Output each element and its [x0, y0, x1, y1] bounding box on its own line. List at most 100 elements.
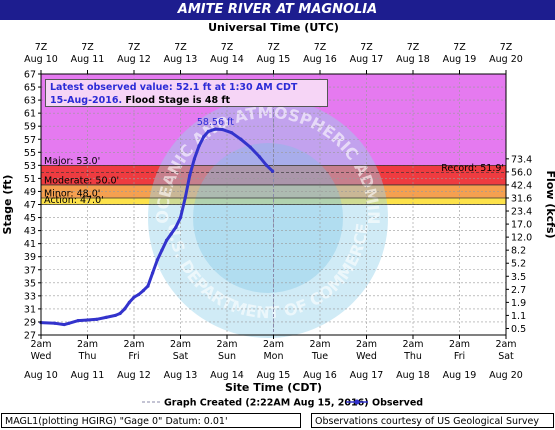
- left-tick-label: 29: [24, 317, 36, 328]
- observed-point: [160, 248, 164, 252]
- top-tick-date: Aug 18: [396, 54, 430, 65]
- bottom-tick-time: 2am: [449, 339, 470, 350]
- observed-point: [248, 145, 252, 149]
- left-tick-label: 31: [24, 304, 36, 315]
- top-tick-date: Aug 19: [443, 54, 477, 65]
- threshold-label-minor: Minor: 48.0': [44, 188, 100, 199]
- bottom-tick-dow: Sat: [498, 351, 514, 362]
- observed-point: [183, 196, 187, 200]
- threshold-label-moderate: Moderate: 50.0': [44, 175, 119, 186]
- right-axis-title: Flow (kcfs): [544, 170, 555, 238]
- bottom-tick-time: 2am: [402, 339, 423, 350]
- bottom-tick-date: Aug 17: [350, 370, 384, 381]
- watermark-seal: [148, 98, 388, 338]
- right-tick-label: 2.7: [511, 285, 526, 296]
- threshold-label-major: Major: 53.0': [44, 156, 100, 167]
- right-tick-label: 1.1: [511, 311, 526, 322]
- observed-point: [257, 155, 262, 159]
- bottom-tick-dow: Sun: [218, 351, 236, 362]
- observed-point: [151, 271, 155, 275]
- bottom-tick-time: 2am: [30, 339, 51, 350]
- top-tick-time: 7Z: [267, 42, 280, 53]
- bottom-tick-dow: Thu: [78, 351, 97, 362]
- observed-point: [192, 157, 197, 161]
- observed-point: [118, 311, 122, 316]
- chart-title: AMITE RIVER AT MAGNOLIA: [0, 0, 555, 20]
- latest-date: 15-Aug-2016.: [50, 95, 123, 106]
- observed-point: [132, 295, 136, 299]
- left-tick-label: 33: [24, 291, 36, 302]
- top-tick-time: 7Z: [314, 42, 327, 53]
- observed-point: [146, 284, 150, 288]
- top-tick-date: Aug 10: [24, 54, 58, 65]
- observed-point: [113, 313, 117, 318]
- right-tick-label: 5.2: [511, 259, 526, 270]
- top-tick-time: 7Z: [128, 42, 141, 53]
- top-tick-time: 7Z: [221, 42, 234, 53]
- observed-point: [197, 144, 201, 148]
- observed-point: [155, 258, 159, 262]
- left-tick-label: 27: [24, 331, 36, 342]
- top-tick-date: Aug 20: [489, 54, 523, 65]
- bottom-tick-date: Aug 16: [303, 370, 337, 381]
- bottom-tick-dow: Thu: [403, 351, 422, 362]
- observed-point: [220, 127, 224, 132]
- legend-observed-label: Observed: [372, 398, 423, 409]
- bottom-tick-time: 2am: [495, 339, 516, 350]
- bottom-tick-date: Aug 11: [71, 370, 105, 381]
- source-footer: Observations courtesy of US Geological S…: [311, 413, 554, 428]
- observed-point: [95, 317, 99, 321]
- left-tick-label: 57: [24, 135, 36, 146]
- top-tick-time: 7Z: [35, 42, 48, 53]
- observed-point: [213, 127, 217, 131]
- bottom-tick-dow: Fri: [454, 351, 465, 362]
- top-tick-date: Aug 11: [71, 54, 105, 65]
- left-tick-label: 43: [24, 226, 36, 237]
- left-tick-label: 63: [24, 96, 36, 107]
- bottom-tick-time: 2am: [123, 339, 144, 350]
- observed-point: [188, 173, 192, 177]
- observed-point: [123, 307, 127, 311]
- observed-point: [141, 289, 145, 293]
- left-tick-label: 67: [24, 70, 36, 81]
- right-tick-label: 3.5: [511, 272, 526, 283]
- right-tick-label: 42.4: [511, 180, 532, 191]
- observed-point: [169, 232, 173, 236]
- bottom-tick-dow: Fri: [128, 351, 139, 362]
- top-tick-time: 7Z: [360, 42, 373, 53]
- bottom-tick-date: Aug 15: [257, 370, 291, 381]
- right-tick-label: 23.4: [511, 207, 532, 218]
- left-tick-label: 59: [24, 122, 36, 133]
- top-tick-time: 7Z: [500, 42, 513, 53]
- left-tick-label: 39: [24, 252, 36, 263]
- bottom-tick-dow: Mon: [263, 351, 283, 362]
- top-axis-title: Universal Time (UTC): [208, 21, 339, 34]
- top-tick-time: 7Z: [174, 42, 187, 53]
- left-tick-label: 41: [24, 239, 36, 250]
- flood-stage-text: Flood Stage is 48 ft: [125, 95, 231, 106]
- top-tick-date: Aug 13: [164, 54, 198, 65]
- observed-point: [264, 163, 269, 167]
- top-tick-time: 7Z: [81, 42, 94, 53]
- left-tick-label: 53: [24, 161, 36, 172]
- bottom-tick-dow: Sat: [173, 351, 189, 362]
- bottom-tick-date: Aug 12: [117, 370, 151, 381]
- watermark-seal-inner: [193, 143, 343, 293]
- bottom-tick-time: 2am: [77, 339, 98, 350]
- left-tick-label: 49: [24, 187, 36, 198]
- observed-point: [178, 215, 183, 220]
- right-tick-label: 1.9: [511, 298, 526, 309]
- observed-point: [239, 137, 243, 141]
- bottom-axis-title: Site Time (CDT): [225, 381, 322, 394]
- latest-value-text: Latest observed value: 52.1 ft at 1:30 A…: [50, 82, 298, 93]
- observed-point: [85, 318, 90, 322]
- bottom-tick-time: 2am: [309, 339, 330, 350]
- observed-point: [202, 135, 206, 139]
- datum-footer: MAGL1(plotting HGIRG) "Gage 0" Datum: 0.…: [1, 413, 301, 428]
- bottom-tick-dow: Wed: [31, 351, 52, 362]
- observed-point: [104, 315, 108, 319]
- bottom-tick-time: 2am: [170, 339, 191, 350]
- bottom-tick-dow: Tue: [311, 351, 328, 362]
- latest-observation-box: Latest observed value: 52.1 ft at 1:30 A…: [45, 79, 328, 107]
